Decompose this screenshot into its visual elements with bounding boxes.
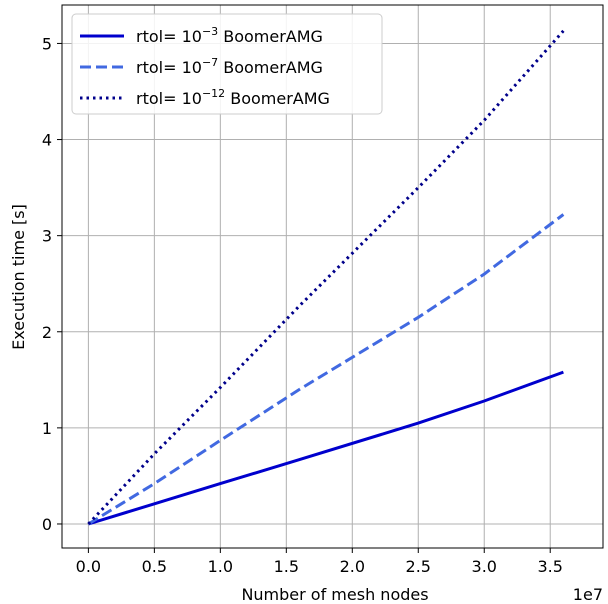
legend-entry: rtol= 10−7 BoomerAMG bbox=[136, 56, 323, 77]
legend-entry: rtol= 10−3 BoomerAMG bbox=[136, 25, 323, 46]
x-tick-label: 0.0 bbox=[76, 557, 101, 576]
y-tick-label: 2 bbox=[42, 323, 52, 342]
y-tick-label: 3 bbox=[42, 227, 52, 246]
legend: rtol= 10−3 BoomerAMG rtol= 10−7 BoomerAMG… bbox=[71, 13, 383, 115]
x-tick-label: 2.0 bbox=[340, 557, 365, 576]
series-line-dashed bbox=[87, 213, 565, 526]
y-tick-label: 1 bbox=[42, 419, 52, 438]
x-tick-label: 2.5 bbox=[406, 557, 431, 576]
x-tick-label: 0.5 bbox=[142, 557, 167, 576]
x-tick-label: 1.5 bbox=[274, 557, 299, 576]
y-tick-label: 0 bbox=[42, 515, 52, 534]
series-line-solid bbox=[87, 370, 564, 526]
x-axis-ticks: 0.0 0.5 1.0 1.5 2.0 2.5 3.0 3.5 bbox=[76, 548, 563, 576]
y-axis-ticks: 0 1 2 3 4 5 bbox=[42, 34, 62, 534]
x-axis-label: Number of mesh nodes bbox=[241, 585, 428, 604]
legend-entry: rtol= 10−12 BoomerAMG bbox=[136, 87, 330, 108]
x-tick-label: 3.5 bbox=[537, 557, 562, 576]
x-offset-label: 1e7 bbox=[573, 585, 603, 604]
plot-frame bbox=[61, 4, 604, 549]
x-tick-label: 1.0 bbox=[208, 557, 233, 576]
series-lines bbox=[87, 29, 565, 526]
x-tick-label: 3.0 bbox=[472, 557, 497, 576]
y-axis-label: Execution time [s] bbox=[9, 204, 28, 350]
legend-box bbox=[71, 13, 383, 115]
y-tick-label: 5 bbox=[42, 34, 52, 53]
y-tick-label: 4 bbox=[42, 131, 52, 150]
